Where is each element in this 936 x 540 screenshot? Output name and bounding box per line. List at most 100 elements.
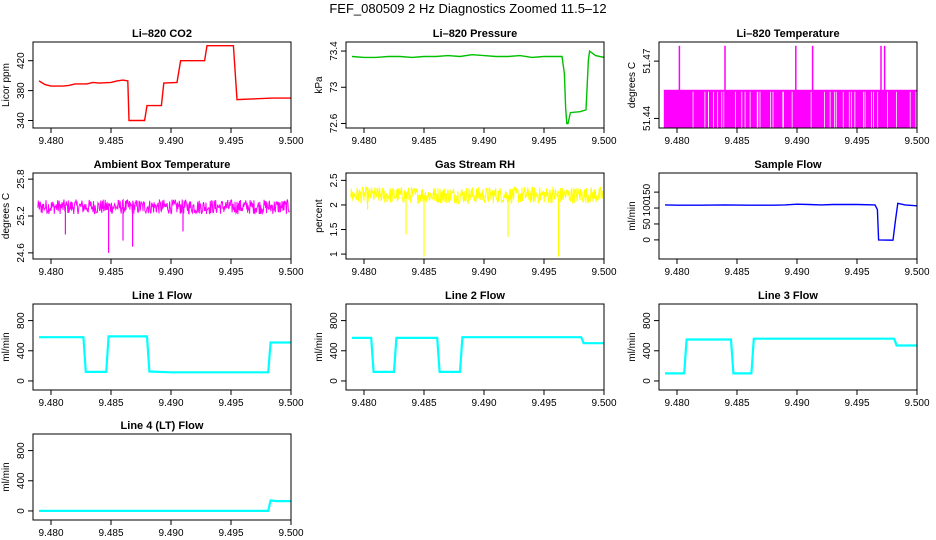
chart-title: Line 2 Flow: [445, 290, 505, 302]
y-tick-label: 72.6: [329, 113, 340, 133]
chart-panel-3: Li–820 Temperature 9.480 9.485 9.490 9.495 9.…: [627, 28, 930, 147]
data-series-line: [665, 337, 917, 375]
page-title: FEF_080509 2 Hz Diagnostics Zoomed 11.5–…: [329, 1, 607, 16]
data-series-line: [39, 499, 291, 512]
x-tick-label: 9.500: [278, 267, 303, 278]
y-tick-label: 25.8: [16, 169, 27, 189]
x-tick-label: 9.490: [784, 398, 809, 409]
y-tick-label: 0: [16, 378, 27, 384]
y-tick-label: 400: [329, 342, 340, 359]
plot-area: [37, 198, 291, 253]
x-tick-label: 9.480: [351, 398, 376, 409]
x-tick-label: 9.485: [724, 136, 749, 147]
x-tick-label: 9.480: [38, 398, 63, 409]
y-tick-label: 800: [642, 312, 653, 329]
y-axis-label: ml/min: [627, 332, 638, 361]
x-tick-label: 9.500: [591, 267, 616, 278]
y-tick-label: 0: [642, 237, 653, 243]
y-axis-label: degrees C: [627, 62, 638, 108]
data-series-line: [350, 185, 604, 206]
x-tick-label: 9.490: [158, 398, 183, 409]
y-tick-label: 51.44: [642, 105, 653, 130]
chart-panel-4: Ambient Box Temperature 9.480 9.485 9.490 9.…: [1, 159, 304, 278]
chart-panel-9: Line 3 Flow 9.480 9.485 9.490 9.495 9.500 0 400…: [627, 290, 930, 409]
chart-title: Line 1 Flow: [132, 290, 192, 302]
y-tick-label: 51.47: [642, 48, 653, 73]
chart-title: Line 4 (LT) Flow: [121, 420, 204, 432]
y-axis-label: kPa: [314, 76, 325, 94]
y-tick-label: 73.4: [329, 41, 340, 61]
plot-area: [663, 45, 917, 128]
x-tick-label: 9.480: [351, 136, 376, 147]
data-series-line: [37, 198, 291, 216]
chart-panel-6: Sample Flow 9.480 9.485 9.490 9.495 9.500 0 50 1…: [627, 159, 930, 278]
chart-title: Li–820 Pressure: [433, 28, 517, 40]
y-tick-label: 73: [329, 81, 340, 93]
y-tick-label: 24.6: [16, 243, 27, 263]
x-tick-label: 9.490: [471, 136, 496, 147]
x-tick-label: 9.485: [724, 267, 749, 278]
x-tick-label: 9.485: [98, 398, 123, 409]
data-band: [663, 89, 917, 128]
y-tick-label: 150: [642, 183, 653, 200]
y-tick-label: 380: [16, 82, 27, 99]
plot-frame: [658, 303, 918, 391]
plot-frame: [345, 41, 605, 129]
y-tick-label: 0: [329, 378, 340, 384]
chart-title: Sample Flow: [754, 159, 822, 171]
y-tick-label: 1.5: [329, 222, 340, 236]
x-tick-label: 9.500: [278, 398, 303, 409]
plot-area: [664, 202, 917, 241]
y-tick-label: 800: [329, 312, 340, 329]
chart-title: Gas Stream RH: [435, 159, 515, 171]
plot-area: [665, 337, 917, 375]
x-tick-label: 9.495: [531, 267, 556, 278]
y-axis-label: Licor ppm: [1, 63, 12, 107]
plot-area: [39, 499, 291, 512]
y-axis-label: degrees C: [1, 193, 12, 239]
chart-panel-2: Li–820 Pressure 9.480 9.485 9.490 9.495 9.500…: [314, 28, 617, 147]
data-series-line: [664, 202, 917, 241]
y-axis-label: ml/min: [1, 462, 12, 491]
x-tick-label: 9.490: [471, 398, 496, 409]
x-tick-label: 9.480: [351, 267, 376, 278]
x-tick-label: 9.485: [98, 267, 123, 278]
x-tick-label: 9.485: [98, 136, 123, 147]
y-tick-label: 0: [16, 508, 27, 514]
x-tick-label: 9.495: [218, 528, 243, 539]
plot-area: [350, 185, 604, 257]
data-series-line: [39, 335, 291, 374]
chart-title: Ambient Box Temperature: [94, 159, 231, 171]
y-tick-label: 400: [16, 342, 27, 359]
x-tick-label: 9.495: [844, 267, 869, 278]
x-tick-label: 9.480: [664, 398, 689, 409]
x-tick-label: 9.485: [411, 267, 436, 278]
x-tick-label: 9.485: [411, 136, 436, 147]
plot-frame: [32, 433, 292, 521]
y-tick-label: 2.5: [329, 173, 340, 187]
x-tick-label: 9.495: [531, 136, 556, 147]
y-axis-label: percent: [314, 199, 325, 233]
y-tick-label: 420: [16, 52, 27, 69]
plot-frame: [658, 41, 918, 129]
x-tick-label: 9.500: [904, 267, 929, 278]
plot-frame: [32, 303, 292, 391]
data-series-line: [352, 336, 604, 373]
x-tick-label: 9.500: [591, 136, 616, 147]
chart-title: Li–820 Temperature: [736, 28, 839, 40]
plot-frame: [32, 41, 292, 129]
x-tick-label: 9.480: [664, 267, 689, 278]
y-axis-label: ml/min: [1, 332, 12, 361]
x-tick-label: 9.480: [664, 136, 689, 147]
plot-frame: [345, 303, 605, 391]
x-tick-label: 9.490: [158, 267, 183, 278]
y-tick-label: 800: [16, 312, 27, 329]
x-tick-label: 9.490: [784, 136, 809, 147]
x-tick-label: 9.495: [844, 398, 869, 409]
plot-frame: [32, 172, 292, 260]
y-tick-label: 0: [642, 378, 653, 384]
x-tick-label: 9.490: [158, 528, 183, 539]
x-tick-label: 9.495: [218, 267, 243, 278]
x-tick-label: 9.485: [411, 398, 436, 409]
x-tick-label: 9.500: [278, 528, 303, 539]
